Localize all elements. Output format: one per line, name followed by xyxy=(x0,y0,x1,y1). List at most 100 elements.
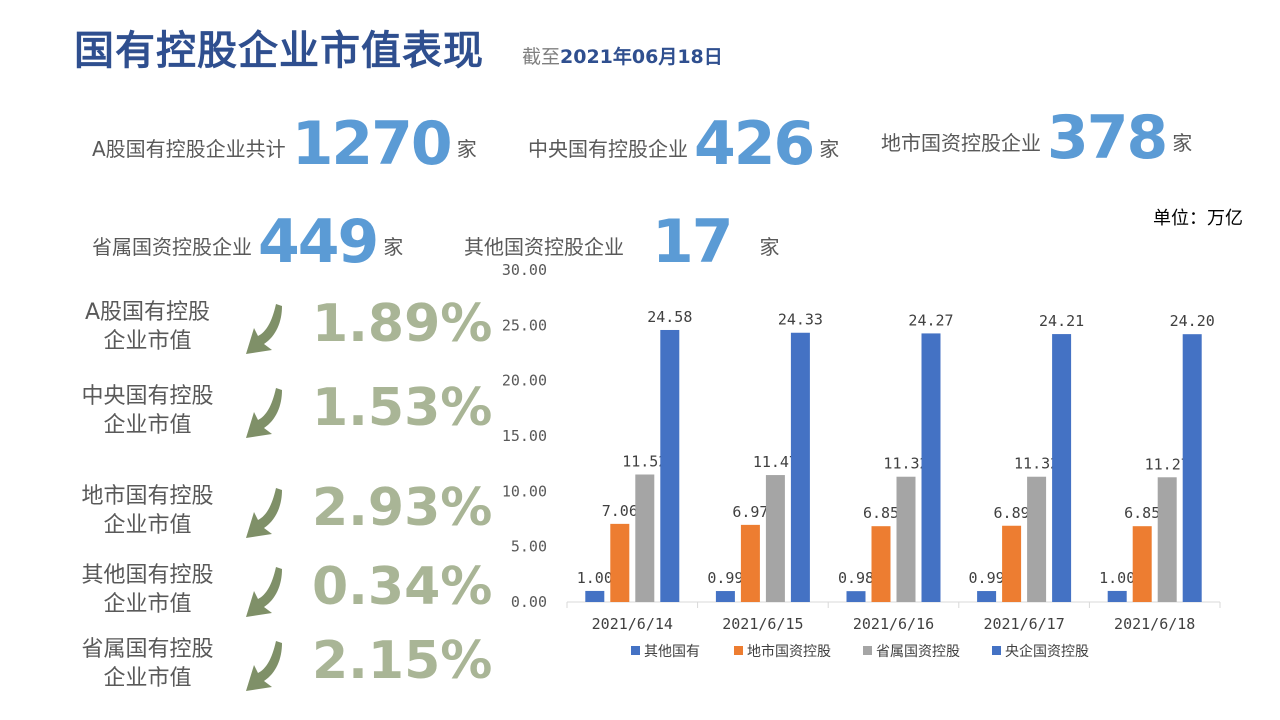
y-tick-label: 5.00 xyxy=(511,538,547,556)
bar xyxy=(977,591,997,602)
market-value-row: 地市国有控股 企业市值 2.93% xyxy=(60,480,492,550)
date-caption: 截至2021年06月18日 xyxy=(522,42,723,69)
market-value-label: A股国有控股 企业市值 xyxy=(60,298,235,356)
market-value-row: 中央国有控股 企业市值 1.53% xyxy=(60,380,492,450)
bar-value-label: 24.58 xyxy=(647,308,692,326)
x-category-label: 2021/6/14 xyxy=(592,615,673,633)
bar xyxy=(585,590,605,602)
stat-label: 省属国资控股企业 xyxy=(92,235,252,259)
stat-label: 中央国有控股企业 xyxy=(528,137,688,161)
market-value-percent: 1.53% xyxy=(312,378,493,438)
bar xyxy=(871,526,891,602)
y-tick-label: 30.00 xyxy=(502,261,547,279)
stat-unit: 家 xyxy=(759,235,780,259)
y-tick-label: 20.00 xyxy=(502,372,547,390)
x-category-label: 2021/6/15 xyxy=(722,615,803,633)
bar-value-label: 0.99 xyxy=(969,569,1005,587)
bar xyxy=(1052,334,1072,602)
market-value-label: 中央国有控股 企业市值 xyxy=(60,382,235,440)
market-value-label: 其他国有控股 企业市值 xyxy=(60,561,235,619)
x-category-label: 2021/6/16 xyxy=(853,615,934,633)
bar-value-label: 0.98 xyxy=(838,569,874,587)
legend-label: 地市国资控股 xyxy=(747,643,831,660)
legend-label: 其他国有 xyxy=(644,644,700,660)
stat-number: 449 xyxy=(258,207,379,277)
stat-number: 378 xyxy=(1047,103,1168,173)
bar-value-label: 11.47 xyxy=(753,453,798,471)
stat-label: A股国有控股企业共计 xyxy=(92,137,286,161)
bar-value-label: 7.06 xyxy=(602,502,638,520)
legend-swatch xyxy=(734,646,743,655)
market-value-percent: 2.93% xyxy=(312,478,493,538)
date-value: 2021年06月18日 xyxy=(560,46,723,68)
market-value-percent: 0.34% xyxy=(312,557,493,617)
market-value-percent: 2.15% xyxy=(312,631,493,691)
down-arrow-icon xyxy=(246,641,282,691)
bar xyxy=(1157,477,1177,602)
stat-unit: 家 xyxy=(383,235,404,259)
bar xyxy=(790,332,810,602)
bar xyxy=(715,591,735,602)
stat-number: 17 xyxy=(652,207,733,277)
bar-value-label: 24.20 xyxy=(1170,312,1215,330)
bar-value-label: 1.00 xyxy=(1099,569,1135,587)
label-line-2: 企业市值 xyxy=(103,592,192,617)
bar-value-label: 6.97 xyxy=(732,503,768,521)
legend-label: 央企国资控股 xyxy=(1005,643,1089,660)
stat-number: 426 xyxy=(694,109,815,179)
y-tick-label: 15.00 xyxy=(502,427,547,445)
market-value-label: 省属国有控股 企业市值 xyxy=(60,635,235,693)
bar-value-label: 11.32 xyxy=(1014,455,1059,473)
stat-unit: 家 xyxy=(456,137,477,161)
legend-label: 省属国资控股 xyxy=(876,644,960,660)
bar-value-label: 11.32 xyxy=(883,455,928,473)
label-line-1: 地市国有控股 xyxy=(81,484,214,509)
market-value-percent: 1.89% xyxy=(312,294,493,354)
bar xyxy=(1002,525,1022,602)
market-value-row: 省属国有控股 企业市值 2.15% xyxy=(60,633,492,703)
bar-value-label: 11.52 xyxy=(622,453,667,471)
bar xyxy=(765,475,785,602)
x-category-label: 2021/6/17 xyxy=(983,615,1064,633)
x-category-label: 2021/6/18 xyxy=(1114,615,1195,633)
stat-central: 中央国有控股企业 426 家 xyxy=(528,114,839,174)
market-value-label: 地市国有控股 企业市值 xyxy=(60,482,235,540)
market-value-bar-chart: 0.00 5.00 10.00 15.00 20.00 25.00 30.00 1.00 7.0… xyxy=(502,261,1221,660)
label-line-2: 企业市值 xyxy=(103,513,192,538)
y-tick-label: 25.00 xyxy=(502,316,547,334)
stat-label: 地市国资控股企业 xyxy=(881,131,1041,155)
label-line-2: 企业市值 xyxy=(103,666,192,691)
label-line-2: 企业市值 xyxy=(103,329,192,354)
down-arrow-icon xyxy=(246,567,282,617)
bar xyxy=(1182,334,1202,602)
date-prefix: 截至 xyxy=(522,46,561,68)
bar-value-label: 11.27 xyxy=(1145,455,1190,473)
page-title: 国有控股企业市值表现 xyxy=(74,28,484,74)
down-arrow-icon xyxy=(246,304,282,354)
stat-total: A股国有控股企业共计 1270 家 xyxy=(92,114,477,174)
bar xyxy=(1027,476,1047,602)
bar xyxy=(660,329,680,602)
bar-value-label: 6.89 xyxy=(994,504,1030,522)
stat-label: 其他国资控股企业 xyxy=(464,235,624,259)
bar-value-label: 24.21 xyxy=(1039,312,1084,330)
bar-value-label: 24.33 xyxy=(778,311,823,329)
y-tick-label: 10.00 xyxy=(502,482,547,500)
bar xyxy=(896,476,916,602)
bar-value-label: 24.27 xyxy=(908,311,953,329)
bar xyxy=(740,524,760,602)
label-line-1: A股国有控股 xyxy=(84,300,211,325)
stat-unit: 家 xyxy=(1172,131,1193,155)
label-line-1: 中央国有控股 xyxy=(81,384,214,409)
down-arrow-icon xyxy=(246,388,282,438)
label-line-2: 企业市值 xyxy=(103,413,192,438)
unit-label: 单位：万亿 xyxy=(1153,208,1243,229)
stat-municipal: 地市国资控股企业 378 家 xyxy=(881,108,1192,168)
label-line-1: 其他国有控股 xyxy=(81,563,214,588)
y-tick-label: 0.00 xyxy=(511,593,547,611)
stat-provincial: 省属国资控股企业 449 家 xyxy=(92,212,403,272)
legend-swatch xyxy=(631,646,640,655)
label-line-1: 省属国有控股 xyxy=(81,637,214,662)
bar-value-label: 0.99 xyxy=(707,569,743,587)
legend-swatch xyxy=(992,646,1001,655)
